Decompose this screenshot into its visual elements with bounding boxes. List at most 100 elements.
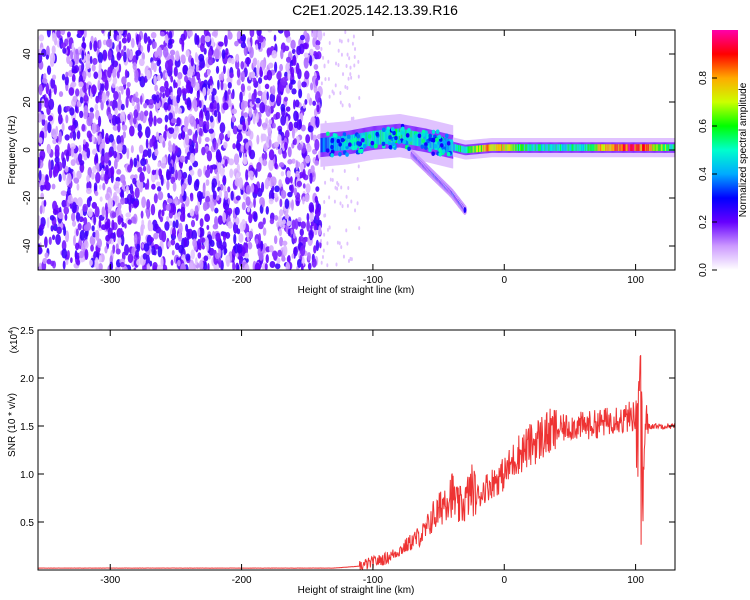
noise-cell <box>290 39 296 50</box>
noise-cell <box>130 37 135 49</box>
noise-cell <box>164 33 169 44</box>
noise-cell <box>76 259 81 266</box>
noise-cell <box>155 181 161 187</box>
ridge-core-cell <box>649 144 651 151</box>
ridge-core-cell <box>414 131 417 146</box>
noise-cell <box>83 216 88 226</box>
noise-cell <box>264 178 270 190</box>
noise-cell <box>139 95 143 105</box>
noise-cell <box>353 63 356 68</box>
ridge-blob <box>367 134 372 139</box>
ridge-core-cell <box>595 144 598 151</box>
noise-cell <box>119 111 125 124</box>
noise-cell <box>256 187 263 197</box>
ridge-core-cell <box>651 144 653 151</box>
noise-cell <box>156 59 161 67</box>
snr-x-label: Height of straight line (km) <box>298 585 415 596</box>
noise-cell <box>133 157 138 168</box>
ridge-core-cell <box>484 144 486 152</box>
noise-cell <box>285 35 292 43</box>
ridge-blob <box>441 149 446 154</box>
noise-cell <box>109 100 113 107</box>
noise-cell <box>304 98 308 105</box>
noise-cell <box>75 228 79 237</box>
noise-cell <box>101 167 104 178</box>
ridge-blob <box>386 129 390 134</box>
noise-cell <box>124 244 130 256</box>
noise-cell <box>97 68 103 81</box>
noise-cell <box>296 45 302 56</box>
ridge-core-cell <box>546 144 548 151</box>
noise-cell <box>124 222 127 229</box>
noise-cell <box>44 120 49 132</box>
ridge-core-cell <box>663 144 666 151</box>
noise-cell <box>224 248 228 254</box>
noise-cell <box>262 159 268 167</box>
ridge-core-cell <box>367 131 370 147</box>
ridge-blob <box>326 131 330 137</box>
noise-cell <box>256 102 261 108</box>
noise-cell <box>296 111 299 121</box>
colorbar-tick-label: 0.2 <box>698 215 709 229</box>
snr-y-multiplier-close: ) <box>9 327 20 330</box>
snr-y-multiplier-exp: 4 <box>8 330 15 334</box>
ridge-core-cell <box>459 145 461 152</box>
noise-cell <box>45 54 49 60</box>
ridge-core-cell <box>443 137 445 152</box>
ridge-core-cell <box>321 137 323 153</box>
noise-cell <box>320 260 323 265</box>
noise-cell <box>299 34 305 41</box>
noise-cell <box>152 41 157 49</box>
noise-cell <box>135 50 139 61</box>
noise-cell <box>70 81 77 88</box>
noise-cell <box>42 184 47 190</box>
noise-cell <box>342 72 345 77</box>
noise-cell <box>130 216 137 224</box>
noise-cell <box>176 87 182 98</box>
ridge-core-cell <box>378 130 380 145</box>
noise-cell <box>264 263 268 270</box>
noise-cell <box>55 233 61 245</box>
ridge-blob <box>403 136 408 141</box>
ridge-blob <box>428 133 433 139</box>
noise-cell <box>338 241 341 246</box>
noise-cell <box>58 113 63 125</box>
noise-cell <box>350 75 353 80</box>
noise-cell <box>82 203 88 213</box>
noise-cell <box>48 236 52 246</box>
ridge-core-cell <box>592 144 595 151</box>
noise-cell <box>159 31 165 37</box>
noise-cell <box>89 40 93 51</box>
noise-cell <box>153 193 158 204</box>
ridge-core-cell <box>447 138 450 153</box>
ridge-core-cell <box>559 144 562 151</box>
noise-cell <box>290 229 294 235</box>
ridge-core-cell <box>642 144 645 151</box>
noise-cell <box>41 117 46 127</box>
noise-cell <box>293 138 297 146</box>
noise-cell <box>219 122 226 134</box>
ridge-core-cell <box>463 146 465 153</box>
ridge-core-cell <box>323 137 326 153</box>
noise-cell <box>340 185 343 190</box>
ridge-core-cell <box>490 144 493 152</box>
ridge-core-cell <box>396 128 398 144</box>
x-tick-label: 100 <box>627 575 644 586</box>
ridge-core-cell <box>381 130 383 145</box>
noise-cell <box>282 240 288 246</box>
noise-cell <box>111 212 117 218</box>
noise-cell <box>180 54 186 63</box>
noise-cell <box>358 96 361 101</box>
noise-cell <box>49 52 56 64</box>
ridge-core-cell <box>542 144 544 151</box>
ridge-core-cell <box>518 144 521 151</box>
noise-cell <box>356 201 359 206</box>
noise-cell <box>247 241 253 250</box>
noise-cell <box>61 73 66 81</box>
noise-cell <box>314 139 320 151</box>
ridge-core-cell <box>658 144 661 151</box>
noise-cell <box>227 89 231 95</box>
noise-cell <box>147 42 151 53</box>
ridge-core-cell <box>483 144 485 152</box>
ridge-core-cell <box>548 144 550 151</box>
